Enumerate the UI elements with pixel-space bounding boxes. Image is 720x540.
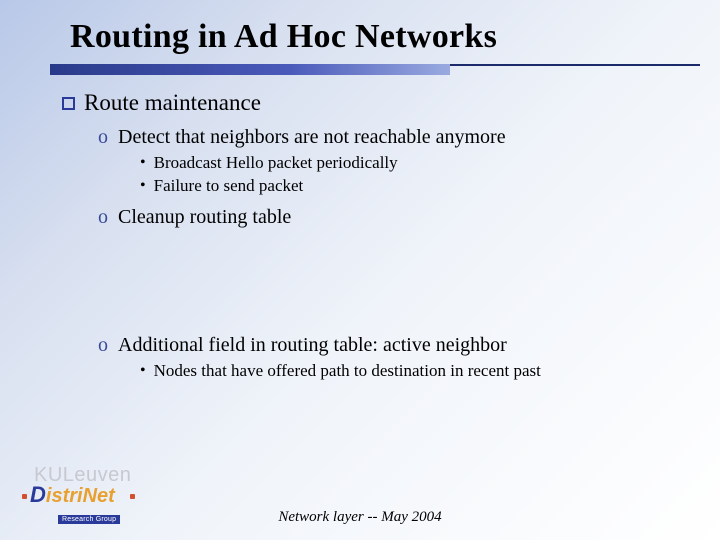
bullet-text: Broadcast Hello packet periodically bbox=[154, 152, 398, 175]
title-area: Routing in Ad Hoc Networks bbox=[0, 0, 720, 76]
circle-bullet-icon: o bbox=[98, 124, 108, 150]
dot-bullet-icon: • bbox=[140, 152, 146, 174]
bullet-text: Failure to send packet bbox=[154, 175, 304, 198]
vertical-spacer bbox=[62, 232, 670, 326]
bullet-lvl2: o Cleanup routing table bbox=[98, 204, 670, 230]
square-bullet-icon bbox=[62, 97, 75, 110]
bullet-lvl3: • Failure to send packet bbox=[140, 175, 670, 198]
bullet-text: Detect that neighbors are not reachable … bbox=[118, 124, 506, 150]
dot-bullet-icon: • bbox=[140, 360, 146, 382]
bullet-lvl1: Route maintenance bbox=[62, 90, 670, 116]
circle-bullet-icon: o bbox=[98, 204, 108, 230]
bullet-lvl2: o Detect that neighbors are not reachabl… bbox=[98, 124, 670, 150]
bullet-text: Nodes that have offered path to destinat… bbox=[154, 360, 541, 383]
logo-rest: istriNet bbox=[46, 485, 115, 508]
footer-text: Network layer -- May 2004 bbox=[0, 509, 720, 526]
logo-dot-icon bbox=[22, 494, 27, 499]
dot-bullet-icon: • bbox=[140, 175, 146, 197]
bullet-lvl2: o Additional field in routing table: act… bbox=[98, 332, 670, 358]
slide-title: Routing in Ad Hoc Networks bbox=[70, 18, 670, 56]
bullet-text: Cleanup routing table bbox=[118, 204, 291, 230]
circle-bullet-icon: o bbox=[98, 332, 108, 358]
logo-brand: DistriNet bbox=[30, 482, 120, 508]
bullet-lvl3: • Broadcast Hello packet periodically bbox=[140, 152, 670, 175]
logo-letter: D bbox=[30, 482, 46, 508]
bullet-text: Additional field in routing table: activ… bbox=[118, 332, 507, 358]
bullet-lvl3: • Nodes that have offered path to destin… bbox=[140, 360, 670, 383]
bullet-text: Route maintenance bbox=[84, 90, 261, 116]
title-underline bbox=[70, 64, 670, 76]
logo-dot-icon bbox=[130, 494, 135, 499]
content-area: Route maintenance o Detect that neighbor… bbox=[0, 76, 720, 383]
